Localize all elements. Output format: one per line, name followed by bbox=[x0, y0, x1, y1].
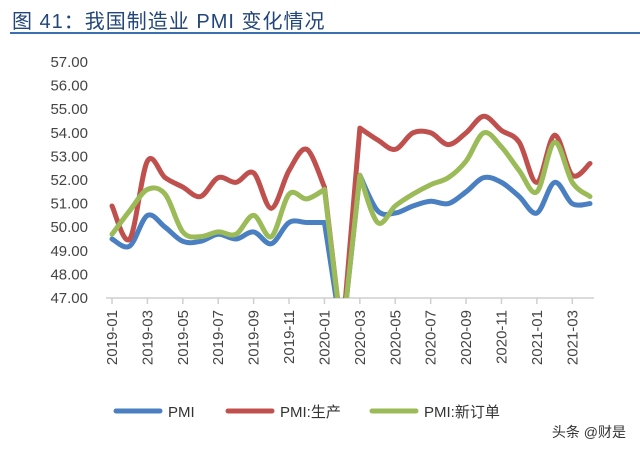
legend-label: PMI:新订单 bbox=[424, 404, 500, 421]
series-line-new-orders bbox=[109, 129, 593, 298]
x-tick-label: 2020-05 bbox=[387, 310, 404, 365]
y-tick-label: 51.00 bbox=[50, 196, 88, 213]
y-tick-label: 47.00 bbox=[50, 290, 88, 307]
y-tick-label: 57.00 bbox=[50, 54, 88, 71]
y-tick-label: 48.00 bbox=[50, 266, 88, 283]
x-tick-label: 2020-07 bbox=[423, 310, 440, 365]
x-tick-label: 2020-11 bbox=[493, 310, 510, 364]
chart-title: 图 41：我国制造业 PMI 变化情况 bbox=[12, 11, 326, 33]
x-tick-label: 2019-07 bbox=[210, 310, 227, 365]
y-tick-label: 55.00 bbox=[50, 101, 88, 118]
x-tick-label: 2019-03 bbox=[139, 310, 156, 365]
y-tick-label: 52.00 bbox=[50, 172, 88, 189]
x-tick-label: 2021-03 bbox=[564, 310, 581, 365]
x-tick-label: 2020-03 bbox=[352, 310, 369, 365]
legend-label: PMI:生产 bbox=[280, 404, 341, 421]
x-tick-label: 2020-01 bbox=[316, 310, 333, 365]
watermark: 头条 @财是 bbox=[551, 424, 626, 440]
legend-label: PMI bbox=[168, 404, 195, 421]
x-tick-label: 2019-11 bbox=[281, 310, 298, 364]
y-tick-label: 49.00 bbox=[50, 243, 88, 260]
y-tick-label: 53.00 bbox=[50, 148, 88, 165]
series-line-production bbox=[109, 113, 593, 298]
x-tick-label: 2019-05 bbox=[175, 310, 192, 365]
x-tick-label: 2019-09 bbox=[246, 310, 263, 365]
x-tick-label: 2019-01 bbox=[104, 310, 121, 365]
y-tick-label: 54.00 bbox=[50, 125, 88, 142]
title-divider bbox=[10, 32, 640, 34]
y-tick-label: 50.00 bbox=[50, 219, 88, 236]
x-tick-label: 2020-09 bbox=[458, 310, 475, 365]
plot-area bbox=[109, 113, 593, 298]
x-tick-label: 2021-01 bbox=[529, 310, 546, 365]
y-tick-label: 56.00 bbox=[50, 78, 88, 95]
